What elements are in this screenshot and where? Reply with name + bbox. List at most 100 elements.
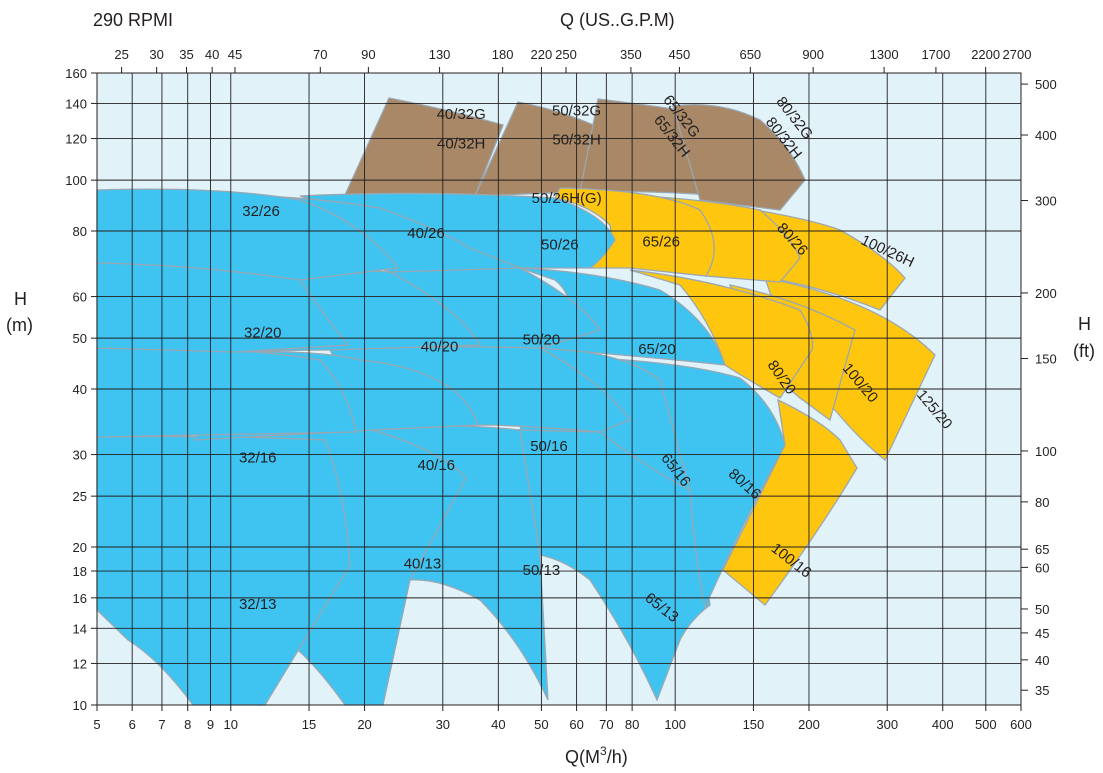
- zone-label: 40/32G: [437, 106, 486, 123]
- top-tick-label: 30: [149, 47, 163, 62]
- zone-label: 50/16: [530, 438, 568, 455]
- y-tick-label: 60: [73, 290, 87, 305]
- y-tick-label: 10: [73, 698, 87, 713]
- top-tick-label: 40: [205, 47, 219, 62]
- zone-label: 50/20: [523, 331, 561, 348]
- right-tick-label: 35: [1035, 683, 1049, 698]
- zone-32-26: [96, 188, 400, 281]
- x-tick-label: 100: [664, 717, 686, 732]
- y-tick-label: 12: [73, 656, 87, 671]
- top-tick-label: 45: [228, 47, 242, 62]
- top-tick-label: 180: [492, 47, 514, 62]
- right-tick-label: 40: [1035, 653, 1049, 668]
- bottom-axis-title-sup: 3: [600, 744, 607, 758]
- top-tick-label: 1300: [870, 47, 899, 62]
- top-tick-label: 90: [361, 47, 375, 62]
- x-tick-label: 9: [207, 717, 214, 732]
- y-tick-label: 160: [65, 66, 87, 81]
- axis-ticks: 5 6 7 8 9 10 15 20 30 40 50 60 70 80 100 150 200 300 400 50…: [65, 47, 1056, 732]
- top-tick-label: 350: [620, 47, 642, 62]
- y-tick-label: 18: [73, 564, 87, 579]
- x-tick-label: 20: [357, 717, 371, 732]
- right-tick-label: 300: [1035, 194, 1057, 209]
- right-tick-label: 60: [1035, 560, 1049, 575]
- zone-label: 40/20: [421, 338, 459, 355]
- zone-label: 40/32H: [437, 135, 485, 152]
- x-tick-label: 600: [1010, 717, 1032, 732]
- top-tick-label: 650: [739, 47, 761, 62]
- y-tick-label: 30: [73, 448, 87, 463]
- right-tick-label: 200: [1035, 286, 1057, 301]
- zone-label: 40/26: [407, 225, 445, 242]
- zone-100-16: [722, 398, 858, 606]
- bottom-axis-title-suffix: /h): [607, 747, 628, 767]
- zone-label: 50/32G: [552, 103, 601, 120]
- top-tick-label: 900: [802, 47, 824, 62]
- speed-label: 290 RPMI: [93, 10, 173, 30]
- zone-label: 50/13: [523, 562, 561, 579]
- x-tick-label: 60: [569, 717, 583, 732]
- zone-label: 32/20: [244, 325, 282, 342]
- zone-label: 32/13: [239, 596, 277, 613]
- bottom-axis-title-prefix: Q(M: [565, 747, 600, 767]
- top-tick-label: 1700: [921, 47, 950, 62]
- right-axis-unit: H: [1078, 314, 1091, 334]
- y-tick-label: 120: [65, 132, 87, 147]
- zone-label: 32/16: [239, 449, 277, 466]
- zone-label: 65/20: [638, 341, 676, 358]
- zone-label: 65/26: [642, 234, 680, 251]
- right-tick-label: 400: [1035, 128, 1057, 143]
- left-axis-unit-sub: (m): [6, 315, 33, 335]
- left-axis-unit: H: [14, 289, 27, 309]
- x-tick-label: 6: [129, 717, 136, 732]
- y-tick-label: 40: [73, 382, 87, 397]
- right-tick-label: 50: [1035, 602, 1049, 617]
- right-tick-label: 45: [1035, 626, 1049, 641]
- x-tick-label: 80: [625, 717, 639, 732]
- zone-65-26: [554, 187, 715, 277]
- right-tick-label: 100: [1035, 444, 1057, 459]
- top-tick-label: 35: [179, 47, 193, 62]
- top-tick-label: 25: [114, 47, 128, 62]
- y-tick-label: 25: [73, 489, 87, 504]
- x-tick-label: 5: [93, 717, 100, 732]
- top-tick-label: 220: [531, 47, 553, 62]
- x-tick-label: 15: [302, 717, 316, 732]
- zone-80-32: [672, 103, 806, 211]
- zone-32-16: [96, 346, 357, 438]
- right-tick-label: 80: [1035, 495, 1049, 510]
- top-tick-label: 130: [429, 47, 451, 62]
- x-tick-label: 70: [599, 717, 613, 732]
- right-tick-label: 150: [1035, 352, 1057, 367]
- right-axis-unit-sub: (ft): [1073, 341, 1095, 361]
- zone-40-32: [343, 97, 504, 197]
- y-tick-label: 140: [65, 96, 87, 111]
- y-tick-label: 100: [65, 173, 87, 188]
- y-tick-label: 16: [73, 591, 87, 606]
- x-tick-label: 300: [876, 717, 898, 732]
- x-tick-label: 7: [158, 717, 165, 732]
- x-tick-label: 500: [975, 717, 997, 732]
- right-tick-label: 500: [1035, 77, 1057, 92]
- zone-label: 40/13: [404, 556, 442, 573]
- x-tick-label: 40: [491, 717, 505, 732]
- x-tick-label: 200: [798, 717, 820, 732]
- y-tick-label: 50: [73, 331, 87, 346]
- zone-label: 50/26H(G): [532, 190, 602, 207]
- bottom-axis-title: Q(M3/h): [565, 744, 628, 767]
- x-tick-label: 10: [224, 717, 238, 732]
- top-tick-label: 250: [555, 47, 577, 62]
- zone-label: 50/26: [541, 237, 579, 254]
- zone-label: 40/16: [417, 457, 455, 474]
- x-tick-label: 400: [932, 717, 954, 732]
- x-tick-label: 50: [534, 717, 548, 732]
- top-axis-title: Q (US..G.P.M): [560, 10, 675, 30]
- top-tick-label: 2700: [1003, 47, 1032, 62]
- top-tick-label: 70: [313, 47, 327, 62]
- y-tick-label: 20: [73, 540, 87, 555]
- x-tick-label: 8: [184, 717, 191, 732]
- zone-label: 32/26: [242, 203, 280, 220]
- x-tick-label: 30: [436, 717, 450, 732]
- x-tick-label: 150: [743, 717, 765, 732]
